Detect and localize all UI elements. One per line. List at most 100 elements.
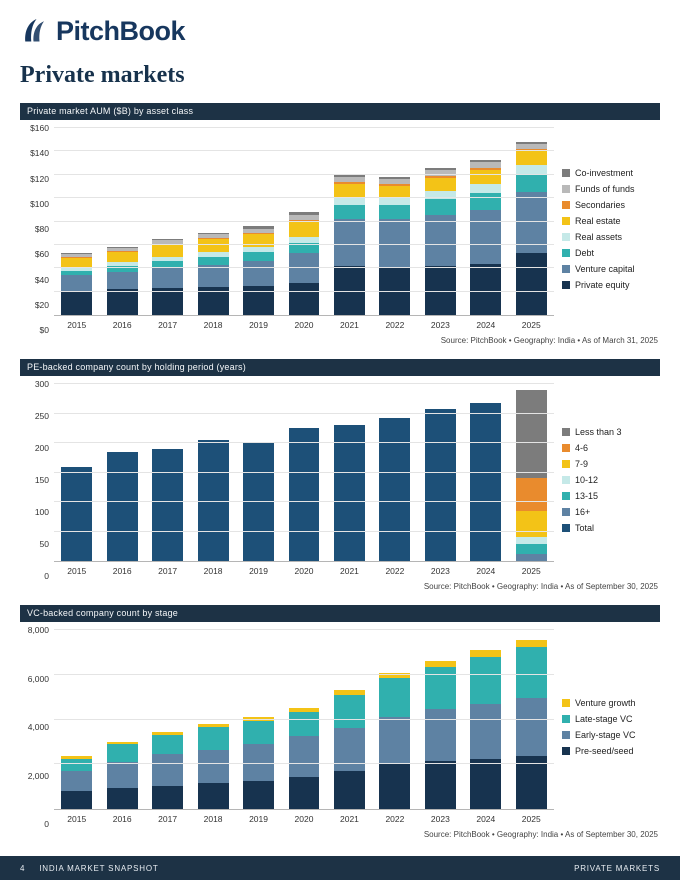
x-tick-label: 2025 xyxy=(521,814,541,824)
legend-swatch xyxy=(562,444,570,452)
legend-swatch xyxy=(562,524,570,532)
bar-segment-private-equity xyxy=(61,291,93,315)
stacked-bar xyxy=(333,630,365,809)
bar-segment-co-investment xyxy=(61,253,93,255)
plot-area xyxy=(54,383,554,562)
bar-segment-private-equity xyxy=(106,289,138,315)
bar-segment-total xyxy=(470,403,502,561)
bar-column xyxy=(236,128,281,315)
bar-segment-pre-seed-seed xyxy=(106,787,138,809)
legend-label: Funds of funds xyxy=(575,184,635,194)
bar-segment-venture-capital xyxy=(470,209,502,264)
legend-swatch xyxy=(562,731,570,739)
bar-segment-real-assets xyxy=(424,191,456,200)
bar-column xyxy=(509,630,554,809)
chart-title: VC-backed company count by stage xyxy=(20,605,660,622)
bar-segment-co-investment xyxy=(106,247,138,249)
gridline xyxy=(54,673,554,675)
gridline xyxy=(54,442,554,443)
y-tick-label: 0 xyxy=(44,819,49,829)
bar-segment-13-15 xyxy=(515,544,547,554)
legend-swatch xyxy=(562,492,570,500)
legend-swatch xyxy=(562,217,570,225)
legend-label: 16+ xyxy=(575,507,591,517)
bar-segment-funds-of-funds xyxy=(152,240,184,244)
y-tick-label: 50 xyxy=(39,539,49,549)
bar-segment-pre-seed-seed xyxy=(515,756,547,809)
bar-segment-debt xyxy=(333,205,365,220)
bar-segment-funds-of-funds xyxy=(243,228,274,234)
x-tick-label: 2021 xyxy=(339,566,359,576)
bar-segment-venture-capital xyxy=(106,271,138,290)
x-tick-label: 2019 xyxy=(249,566,268,576)
y-tick-label: $0 xyxy=(39,325,49,335)
legend-item: Late-stage VC xyxy=(562,714,660,724)
bar-segment-total xyxy=(106,451,138,561)
bar-segment-early-stage-vc xyxy=(333,728,365,771)
y-tick-label: 200 xyxy=(34,443,49,453)
x-tick-label: 2017 xyxy=(158,566,178,576)
bar-segment-debt xyxy=(106,265,138,272)
plot-area xyxy=(54,629,554,810)
legend-label: 4-6 xyxy=(575,443,589,453)
gridline xyxy=(54,530,554,532)
legend-label: Private equity xyxy=(575,280,630,290)
gridline xyxy=(54,471,554,473)
legend-swatch xyxy=(562,249,570,257)
stacked-bar xyxy=(288,128,320,315)
stacked-bar xyxy=(379,128,411,315)
x-tick-label: 2024 xyxy=(476,566,496,576)
bar-segment-co-investment xyxy=(515,142,547,145)
page-title: Private markets xyxy=(20,62,185,88)
bar-segment-funds-of-funds xyxy=(424,170,456,176)
x-tick-label: 2018 xyxy=(203,320,223,330)
y-tick-label: $80 xyxy=(34,224,49,234)
bar-segment-funds-of-funds xyxy=(333,177,365,182)
legend-item: 16+ xyxy=(562,507,660,517)
legend-item: Real estate xyxy=(562,216,660,226)
footer-left-text: INDIA MARKET SNAPSHOT xyxy=(39,863,159,873)
bar-column xyxy=(463,128,508,315)
bar-segment-late-stage-vc xyxy=(470,656,502,704)
bar-column xyxy=(190,128,235,315)
bar-segment-late-stage-vc xyxy=(197,727,229,750)
bar-segment-funds-of-funds xyxy=(197,234,229,238)
bar-segment-co-investment xyxy=(379,177,411,180)
footer-right-text: PRIVATE MARKETS xyxy=(574,863,660,873)
bar-segment-real-assets xyxy=(197,251,229,257)
bar-segment-total xyxy=(333,425,365,561)
legend-swatch xyxy=(562,281,570,289)
bar-segment-debt xyxy=(152,261,184,269)
stacked-bar xyxy=(515,128,547,315)
bar-segment-real-assets xyxy=(379,198,411,206)
bar-segment-secondaries xyxy=(333,181,365,185)
stacked-bar xyxy=(470,630,502,809)
bar-segment-venture-capital xyxy=(197,264,229,287)
legend-item: Early-stage VC xyxy=(562,730,660,740)
bar-segment-late-stage-vc xyxy=(379,678,411,718)
bar-segment-4-6 xyxy=(515,478,547,511)
y-tick-label: 8,000 xyxy=(27,625,49,635)
bar-segment-co-investment xyxy=(152,239,184,241)
bar-column xyxy=(281,384,326,561)
bar-column xyxy=(327,128,372,315)
stacked-bar xyxy=(515,630,547,809)
legend-swatch xyxy=(562,169,570,177)
bar-segment-late-stage-vc xyxy=(333,694,365,729)
bar-segment-late-stage-vc xyxy=(243,720,274,745)
legend-swatch xyxy=(562,233,570,241)
bar-segment-total xyxy=(288,428,320,561)
bar-segment-pre-seed-seed xyxy=(152,785,184,809)
gridline xyxy=(54,383,554,384)
bar-segment-16- xyxy=(515,553,547,561)
y-tick-label: 6,000 xyxy=(27,673,49,684)
legend-label: 7-9 xyxy=(575,459,589,469)
bar-segment-private-equity xyxy=(515,253,547,315)
bar-segment-real-estate xyxy=(288,221,320,237)
pitchbook-logo-icon xyxy=(20,16,50,46)
bar-column xyxy=(372,630,417,809)
bar-segment-co-investment xyxy=(470,159,502,162)
bar-segment-total xyxy=(197,440,229,561)
stacked-bar xyxy=(288,630,320,809)
bar-segment-debt xyxy=(515,174,547,193)
